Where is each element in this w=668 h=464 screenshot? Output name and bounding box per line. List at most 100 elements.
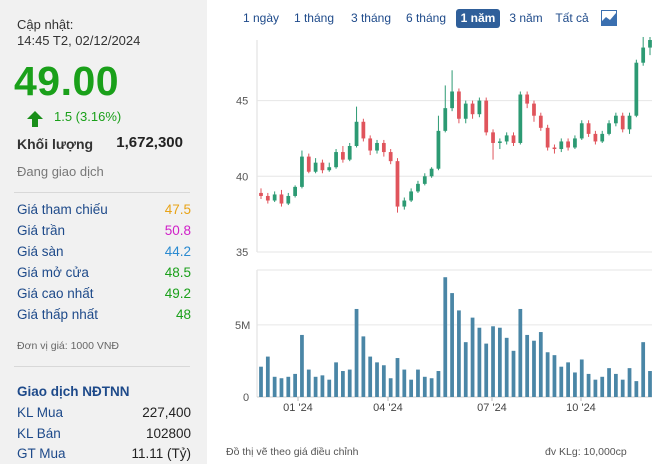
stat-row-floor: Giá sàn 44.2 xyxy=(17,244,191,264)
volume-bar xyxy=(497,327,502,397)
volume-bar xyxy=(491,326,495,397)
foreign-label: GT Mua xyxy=(17,446,66,461)
candle-body xyxy=(354,121,359,146)
candle-body xyxy=(347,146,352,160)
volume-bar xyxy=(368,356,373,397)
candle-body xyxy=(395,161,400,207)
volume-bar xyxy=(484,343,489,397)
volume-bar xyxy=(579,359,584,397)
stat-row-high: Giá cao nhất 49.2 xyxy=(17,286,191,306)
tab-1-year[interactable]: 1 năm xyxy=(456,9,500,28)
candle-body xyxy=(566,141,570,148)
volume-bar xyxy=(395,358,400,397)
candle-body xyxy=(586,123,591,134)
volume-bar xyxy=(538,332,543,397)
stat-value: 44.2 xyxy=(164,244,191,259)
unit-note: Đơn vị giá: 1000 VNĐ xyxy=(17,340,120,352)
stat-row-low: Giá thấp nhất 48 xyxy=(17,307,191,327)
arrow-up-icon xyxy=(27,111,43,127)
volume-bar xyxy=(293,373,297,397)
candle-body xyxy=(368,138,373,151)
candle-body xyxy=(293,186,297,196)
candle-body xyxy=(525,94,530,104)
volume-bar xyxy=(457,310,461,397)
stat-value: 48 xyxy=(175,307,191,322)
volume-bar xyxy=(286,376,291,397)
volume-bar xyxy=(443,277,448,397)
candle-body xyxy=(327,167,332,171)
candle-body xyxy=(573,138,577,148)
candle-body xyxy=(443,108,448,131)
volume-bar xyxy=(272,376,277,397)
candle-body xyxy=(634,62,639,116)
candle-body xyxy=(463,103,468,119)
volume-bar xyxy=(627,368,632,397)
x-tick-label: 01 '24 xyxy=(283,402,313,414)
volume-bar xyxy=(648,371,652,397)
tab-all[interactable]: Tất cả xyxy=(555,11,589,25)
stat-label: Giá tham chiếu xyxy=(17,202,108,217)
volume-bar xyxy=(381,365,386,397)
volume-bar xyxy=(532,340,536,397)
foreign-value: 227,400 xyxy=(142,405,191,420)
volume-bar xyxy=(347,369,352,397)
candle-body xyxy=(620,115,625,130)
candle-body xyxy=(313,162,318,172)
volume-bar xyxy=(641,342,646,397)
volume-bar xyxy=(450,293,454,397)
volume-bar xyxy=(463,342,468,397)
volume-bar xyxy=(375,362,379,397)
volume-value: 1,672,300 xyxy=(116,134,183,151)
update-time: 14:45 T2, 02/12/2024 xyxy=(17,33,141,48)
candle-body xyxy=(361,121,366,139)
stat-row-ceiling: Giá trần 50.8 xyxy=(17,223,191,243)
volume-bar xyxy=(341,371,345,397)
candle-body xyxy=(504,135,509,142)
volume-tick-label: 0 xyxy=(243,392,249,404)
candle-body xyxy=(457,91,461,119)
volume-bar xyxy=(477,327,482,397)
volume-bar xyxy=(511,350,516,397)
stat-row-open: Giá mở cửa 48.5 xyxy=(17,265,191,285)
tab-1-day[interactable]: 1 ngày xyxy=(242,11,280,25)
stat-row-reference: Giá tham chiếu 47.5 xyxy=(17,202,191,222)
candle-body xyxy=(272,194,277,201)
foreign-value: 11.11 (Tỷ) xyxy=(131,446,191,461)
tab-1-month[interactable]: 1 tháng xyxy=(293,11,335,25)
candle-body xyxy=(375,142,379,151)
volume-bar xyxy=(429,378,434,397)
quote-panel: Cập nhật: 14:45 T2, 02/12/2024 49.00 1.5… xyxy=(0,0,207,464)
volume-bar xyxy=(559,366,564,397)
candle-body xyxy=(259,192,263,196)
stat-label: Giá sàn xyxy=(17,244,64,259)
volume-bar xyxy=(504,337,509,397)
volume-bar xyxy=(620,379,625,397)
tab-6-months[interactable]: 6 tháng xyxy=(405,11,447,25)
candle-body xyxy=(607,123,611,134)
stat-value: 50.8 xyxy=(164,223,191,238)
divider xyxy=(14,366,190,367)
volume-bar xyxy=(614,373,618,397)
price-tick-label: 40 xyxy=(236,171,248,183)
candle-body xyxy=(265,195,270,201)
stat-label: Giá mở cửa xyxy=(17,265,89,280)
x-tick-label: 07 '24 xyxy=(477,402,507,414)
candle-body xyxy=(593,133,598,142)
chart-type-icon[interactable] xyxy=(601,10,617,26)
price-change: 1.5 (3.16%) xyxy=(54,109,122,124)
foreign-value: 102800 xyxy=(145,426,191,441)
candle-body xyxy=(300,156,304,187)
tab-3-months[interactable]: 3 tháng xyxy=(350,11,392,25)
trading-status: Đang giao dịch xyxy=(17,164,104,179)
volume-bar xyxy=(320,375,325,397)
foreign-label: KL Mua xyxy=(17,405,64,420)
volume-bar xyxy=(436,371,441,397)
x-tick-label: 04 '24 xyxy=(373,402,403,414)
volume-bar xyxy=(306,369,311,397)
volume-bar xyxy=(259,366,263,397)
candle-body xyxy=(279,194,284,204)
candle-body xyxy=(320,162,325,171)
tab-3-years[interactable]: 3 năm xyxy=(509,11,543,25)
candle-body xyxy=(429,168,434,177)
